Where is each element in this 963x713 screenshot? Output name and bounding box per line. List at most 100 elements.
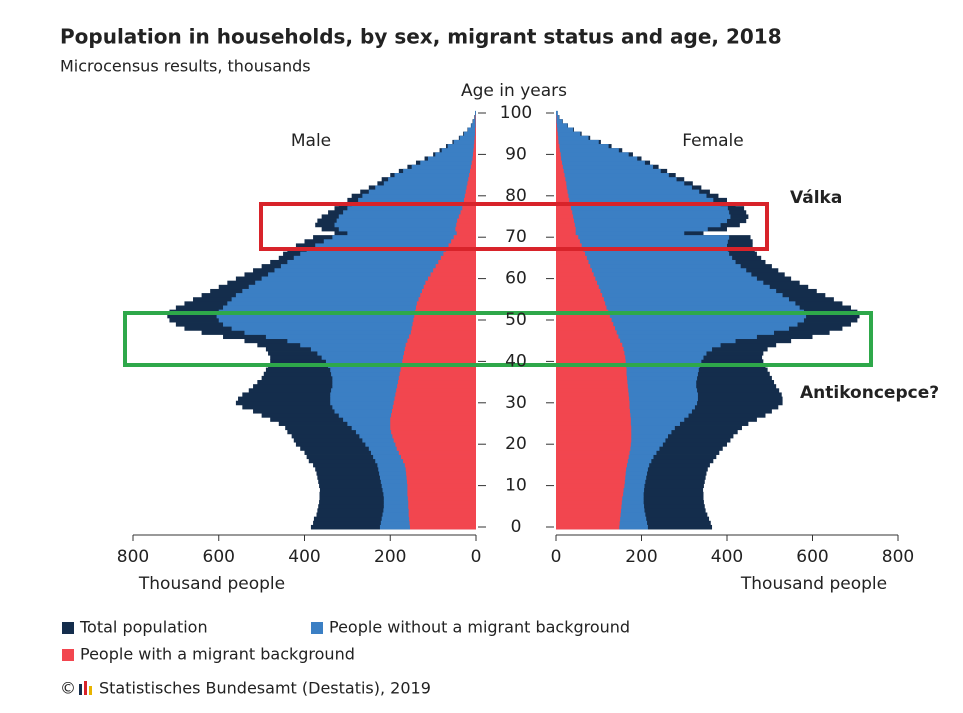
bar bbox=[383, 181, 476, 186]
bar bbox=[556, 371, 698, 377]
bar bbox=[556, 284, 599, 290]
bar bbox=[407, 491, 476, 497]
bar bbox=[441, 148, 476, 153]
bar bbox=[242, 288, 476, 294]
bar bbox=[556, 173, 565, 178]
age-tick-label: 10 bbox=[505, 476, 527, 496]
bar bbox=[556, 251, 586, 257]
bar bbox=[440, 255, 476, 261]
bar bbox=[403, 458, 476, 464]
bar bbox=[409, 334, 476, 340]
bar bbox=[464, 193, 476, 199]
bar bbox=[556, 479, 625, 484]
bar bbox=[317, 351, 476, 356]
age-tick-label: 60 bbox=[505, 269, 527, 289]
bar bbox=[412, 322, 476, 327]
bar bbox=[430, 272, 476, 277]
bar bbox=[556, 326, 789, 331]
annotation: Válka bbox=[790, 188, 842, 208]
bar bbox=[456, 222, 476, 228]
bar bbox=[556, 297, 789, 302]
x-tick-label: 200 bbox=[625, 547, 657, 567]
bar bbox=[467, 181, 476, 186]
bar bbox=[393, 400, 476, 406]
bar bbox=[556, 322, 614, 327]
x-tick-label: 600 bbox=[796, 547, 828, 567]
bar bbox=[407, 487, 476, 493]
bar bbox=[556, 259, 589, 265]
bar bbox=[425, 280, 476, 286]
bar bbox=[397, 384, 476, 389]
bar bbox=[556, 235, 730, 240]
bar bbox=[556, 156, 638, 162]
bar bbox=[408, 504, 476, 509]
bar bbox=[556, 218, 727, 224]
bar bbox=[334, 222, 476, 228]
bar bbox=[368, 189, 476, 195]
bar bbox=[556, 276, 596, 282]
bar bbox=[556, 239, 728, 244]
x-tick-label: 400 bbox=[288, 547, 320, 567]
panel-title: Male bbox=[291, 131, 331, 151]
bar bbox=[556, 230, 685, 236]
bar bbox=[433, 268, 476, 273]
bar bbox=[472, 156, 476, 162]
bar bbox=[265, 334, 476, 340]
bar bbox=[556, 491, 624, 497]
age-tick-label: 0 bbox=[511, 517, 522, 537]
bar bbox=[556, 293, 783, 298]
bar bbox=[556, 123, 568, 128]
bar bbox=[556, 317, 804, 323]
bar bbox=[467, 127, 476, 133]
bar bbox=[415, 305, 476, 311]
bar bbox=[406, 475, 476, 480]
bar bbox=[556, 483, 625, 489]
x-tick-label: 400 bbox=[711, 547, 743, 567]
bar bbox=[223, 322, 476, 327]
bar bbox=[338, 214, 476, 219]
bar bbox=[474, 115, 476, 120]
bar bbox=[556, 342, 623, 348]
bar bbox=[455, 226, 476, 232]
bar bbox=[556, 425, 632, 431]
panel-title: Female bbox=[682, 131, 743, 151]
bar bbox=[556, 413, 631, 418]
bar bbox=[388, 177, 476, 182]
bar bbox=[556, 450, 630, 455]
bar bbox=[347, 206, 476, 211]
bar bbox=[556, 313, 807, 319]
bar bbox=[556, 268, 592, 273]
bar bbox=[390, 417, 476, 422]
bar bbox=[556, 255, 733, 261]
bar bbox=[556, 226, 576, 232]
bar bbox=[474, 139, 476, 145]
bar bbox=[556, 152, 561, 157]
bar bbox=[396, 388, 476, 393]
x-tick-label: 0 bbox=[551, 547, 562, 567]
bar bbox=[420, 160, 476, 166]
bar bbox=[556, 313, 610, 319]
bar bbox=[261, 276, 476, 282]
bar bbox=[443, 251, 476, 257]
bar bbox=[556, 268, 747, 273]
bar bbox=[556, 338, 621, 344]
chart-title: Population in households, by sex, migran… bbox=[60, 25, 782, 49]
bar bbox=[556, 342, 721, 348]
age-tick-label: 80 bbox=[505, 186, 527, 206]
bar bbox=[338, 226, 476, 232]
bar bbox=[556, 288, 777, 294]
bar bbox=[556, 396, 630, 402]
bar bbox=[556, 193, 707, 199]
bar bbox=[403, 355, 476, 360]
x-axis-label: Thousand people bbox=[138, 574, 285, 594]
bar bbox=[347, 230, 476, 236]
bar bbox=[556, 131, 558, 137]
bar bbox=[403, 168, 476, 174]
bar bbox=[406, 471, 476, 476]
bar bbox=[471, 160, 476, 166]
bar bbox=[556, 164, 563, 170]
bar bbox=[427, 276, 476, 282]
bar bbox=[556, 168, 661, 174]
x-axis-label: Thousand people bbox=[740, 574, 887, 594]
bar bbox=[413, 317, 476, 323]
